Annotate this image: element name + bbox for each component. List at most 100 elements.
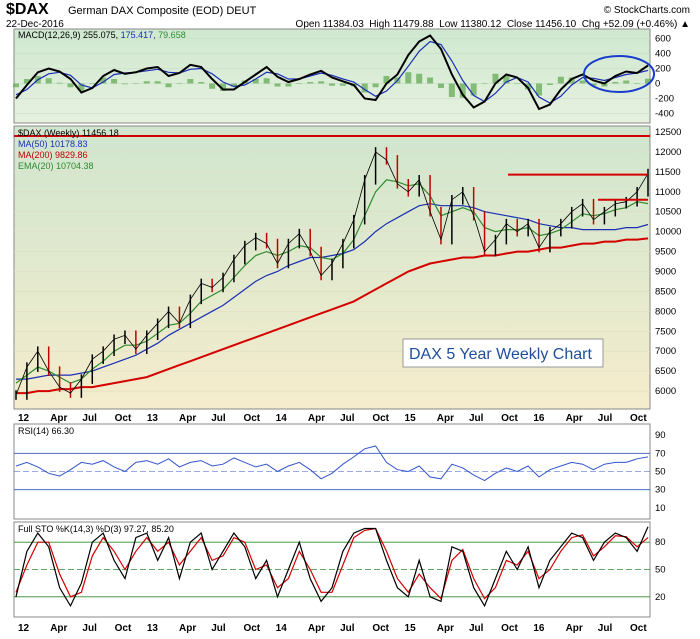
macd-tick: 400 — [655, 49, 671, 60]
macd-histogram-bar — [121, 83, 128, 85]
macd-label: MACD(12,26,9) 255.075, 175.417, 79.658 — [18, 30, 186, 40]
macd-tick: 200 — [655, 64, 671, 75]
price-x-tick: Oct — [115, 413, 132, 424]
sto-tick: 80 — [655, 537, 666, 548]
ma200-line — [16, 237, 649, 395]
price-x-tick: Oct — [243, 413, 260, 424]
ma50-label: MA(50) 10178.83 — [18, 139, 88, 149]
macd-histogram-bar — [634, 83, 641, 84]
sto-d-line — [15, 527, 649, 600]
price-x-tick: Jul — [82, 413, 97, 424]
sto-x-tick: 16 — [533, 623, 545, 634]
sto-tick: 50 — [655, 565, 666, 576]
macd-histogram-bar — [285, 83, 292, 87]
macd-panel — [13, 28, 651, 124]
price-x-tick: 15 — [405, 413, 417, 424]
chart-date: 22-Dec-2016 — [6, 19, 64, 30]
macd-histogram-bar — [546, 83, 553, 85]
macd-histogram-bar — [263, 78, 270, 84]
macd-histogram-bar — [307, 82, 314, 84]
macd-histogram-bar — [230, 83, 237, 87]
macd-histogram-bar — [405, 72, 412, 84]
macd-histogram-bar — [329, 83, 335, 86]
macd-histogram-bar — [612, 82, 619, 84]
quote-line: Open 11384.03 High 11479.88 Low 11380.12… — [295, 19, 690, 30]
macd-histogram-bar — [56, 82, 63, 84]
price-x-tick: Jul — [340, 413, 355, 424]
ma50-line — [16, 203, 649, 380]
sto-x-tick: Jul — [598, 623, 613, 634]
macd-histogram-bar — [492, 73, 499, 84]
macd-histogram-bar — [536, 83, 543, 96]
macd-histogram-bar — [23, 79, 30, 84]
sto-x-tick: Oct — [372, 623, 389, 634]
sto-x-tick: Apr — [437, 623, 454, 634]
macd-histogram-bar — [143, 81, 150, 84]
price-tick: 8500 — [655, 286, 676, 297]
sto-x-tick: Oct — [501, 623, 518, 634]
macd-histogram-bar — [198, 82, 205, 84]
macd-histogram-bar — [89, 83, 96, 84]
macd-histogram-bar — [154, 81, 161, 84]
sto-x-tick: Apr — [179, 623, 196, 634]
sto-x-tick: Oct — [115, 623, 132, 634]
sto-x-tick: 14 — [276, 623, 288, 634]
price-x-tick: 13 — [147, 413, 159, 424]
price-tick: 8000 — [655, 306, 676, 317]
macd-histogram-bar — [557, 76, 564, 84]
macd-histogram-bar — [372, 83, 379, 88]
macd-histogram-bar — [78, 83, 85, 91]
sto-x-tick: 13 — [147, 623, 159, 634]
sto-x-tick: Jul — [340, 623, 355, 634]
price-tick: 6000 — [655, 386, 676, 397]
macd-histogram-bar — [132, 83, 139, 84]
symbol: $DAX — [6, 1, 49, 18]
price-x-tick: 16 — [533, 413, 545, 424]
price-tick: 10500 — [655, 207, 681, 218]
price-x-tick: Apr — [179, 413, 196, 424]
price-x-tick: Apr — [566, 413, 583, 424]
macd-histogram-bar — [623, 80, 630, 84]
sto-x-tick: Apr — [308, 623, 325, 634]
price-tick: 11000 — [655, 187, 681, 198]
price-x-tick: Jul — [598, 413, 613, 424]
macd-histogram-bar — [100, 77, 107, 84]
price-x-tick: Oct — [501, 413, 518, 424]
macd-histogram-bar — [590, 83, 597, 86]
price-x-tick: 12 — [18, 413, 30, 424]
price-x-tick: Oct — [372, 413, 389, 424]
macd-histogram-bar — [568, 77, 575, 84]
sto-x-tick: Oct — [243, 623, 260, 634]
price-line — [15, 151, 649, 396]
security-name: German DAX Composite (EOD) DEUT — [68, 5, 257, 17]
sto-x-tick: Jul — [82, 623, 97, 634]
rsi-tick: 10 — [655, 503, 666, 514]
brand: © StockCharts.com — [603, 5, 690, 16]
macd-line — [15, 34, 649, 111]
macd-histogram-bar — [252, 79, 259, 84]
macd-tick: 600 — [655, 34, 671, 45]
macd-histogram-bar — [165, 83, 172, 88]
macd-histogram-bar — [459, 83, 466, 98]
macd-histogram-bar — [601, 83, 608, 87]
price-tick: 6500 — [655, 366, 676, 377]
price-tick: 12500 — [655, 127, 681, 138]
price-tick: 11500 — [655, 167, 681, 178]
price-tick: 9500 — [655, 247, 676, 258]
macd-histogram-bar — [503, 76, 510, 84]
macd-histogram-bar — [448, 83, 455, 97]
macd-histogram-bar — [427, 77, 434, 84]
annotation-text: DAX 5 Year Weekly Chart — [409, 346, 592, 363]
macd-histogram-bar — [176, 83, 183, 84]
macd-histogram-bar — [67, 83, 74, 88]
macd-tick: -200 — [655, 94, 674, 105]
annotation-box — [402, 338, 604, 368]
macd-histogram-bar — [339, 83, 346, 86]
sto-x-tick: 15 — [405, 623, 417, 634]
rsi-line — [15, 445, 649, 482]
rsi-tick: 90 — [655, 430, 666, 441]
price-tick: 7500 — [655, 326, 676, 337]
price-tick: 7000 — [655, 346, 676, 357]
macd-histogram-bar — [383, 76, 390, 84]
price-tick: 10000 — [655, 227, 681, 238]
